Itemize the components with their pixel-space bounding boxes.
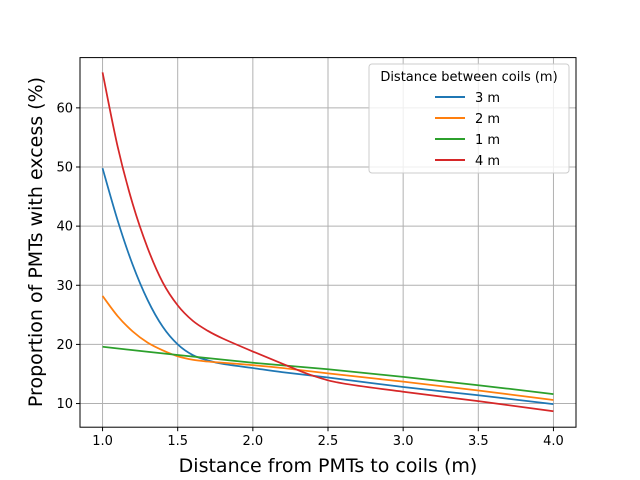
- y-tick-label: 10: [56, 397, 73, 412]
- series-lines: [101, 72, 554, 413]
- y-tick-label: 30: [56, 279, 73, 294]
- x-tick-label: 2.5: [318, 434, 339, 449]
- x-tick-label: 3.0: [393, 434, 414, 449]
- y-axis-label: Proportion of PMTs with excess (%): [25, 77, 47, 407]
- series-line-2-m: [101, 295, 554, 401]
- y-tick-label: 20: [56, 338, 73, 353]
- legend-title: Distance between coils (m): [380, 70, 557, 85]
- x-axis-ticks: 1.0 1.5 2.0 2.5 3.0 3.5 4.0: [92, 427, 564, 449]
- y-axis-ticks: 10 20 30 40 50 60: [56, 101, 80, 412]
- legend-entries: 3 m 2 m 1 m 4 m: [435, 91, 500, 169]
- y-tick-label: 60: [56, 101, 73, 116]
- legend-box: [368, 63, 570, 174]
- series-line-1-m: [102, 345, 554, 395]
- x-tick-label: 1.0: [92, 434, 113, 449]
- series-line-3-m: [101, 167, 554, 406]
- x-tick-label: 4.0: [543, 434, 564, 449]
- series-line-4-m: [101, 72, 554, 413]
- y-tick-label: 40: [56, 220, 73, 235]
- x-axis-label: Distance from PMTs to coils (m): [179, 455, 478, 477]
- legend: Distance between coils (m) 3 m 2 m 1 m 4 m: [368, 63, 570, 174]
- x-tick-label: 3.5: [468, 434, 489, 449]
- legend-label-2-m: 2 m: [475, 112, 500, 127]
- x-tick-label: 2.0: [243, 434, 264, 449]
- y-tick-label: 50: [56, 161, 73, 176]
- legend-label-1-m: 1 m: [475, 133, 500, 148]
- legend-label-3-m: 3 m: [475, 91, 500, 106]
- legend-label-4-m: 4 m: [475, 154, 500, 169]
- x-tick-label: 1.5: [167, 434, 188, 449]
